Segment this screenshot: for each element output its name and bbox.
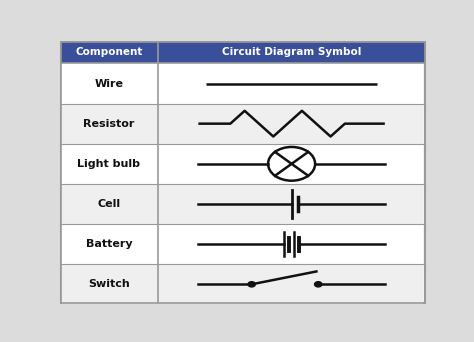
FancyBboxPatch shape xyxy=(61,42,425,303)
FancyBboxPatch shape xyxy=(61,144,158,184)
Text: Switch: Switch xyxy=(88,279,130,289)
FancyBboxPatch shape xyxy=(61,63,158,104)
Circle shape xyxy=(248,282,255,287)
FancyBboxPatch shape xyxy=(61,224,158,264)
FancyBboxPatch shape xyxy=(61,264,158,304)
FancyBboxPatch shape xyxy=(158,63,423,104)
FancyBboxPatch shape xyxy=(158,104,423,144)
FancyBboxPatch shape xyxy=(158,224,423,264)
Circle shape xyxy=(315,282,322,287)
FancyBboxPatch shape xyxy=(61,42,158,63)
Text: Wire: Wire xyxy=(94,79,123,89)
FancyBboxPatch shape xyxy=(61,104,158,144)
FancyBboxPatch shape xyxy=(158,264,423,304)
FancyBboxPatch shape xyxy=(158,42,425,63)
Text: Circuit Diagram Symbol: Circuit Diagram Symbol xyxy=(222,47,361,57)
FancyBboxPatch shape xyxy=(61,184,158,224)
Text: Cell: Cell xyxy=(97,199,120,209)
Text: Light bulb: Light bulb xyxy=(77,159,140,169)
Text: Component: Component xyxy=(75,47,143,57)
Text: Battery: Battery xyxy=(85,239,132,249)
Text: Resistor: Resistor xyxy=(83,119,135,129)
FancyBboxPatch shape xyxy=(158,184,423,224)
FancyBboxPatch shape xyxy=(158,144,423,184)
